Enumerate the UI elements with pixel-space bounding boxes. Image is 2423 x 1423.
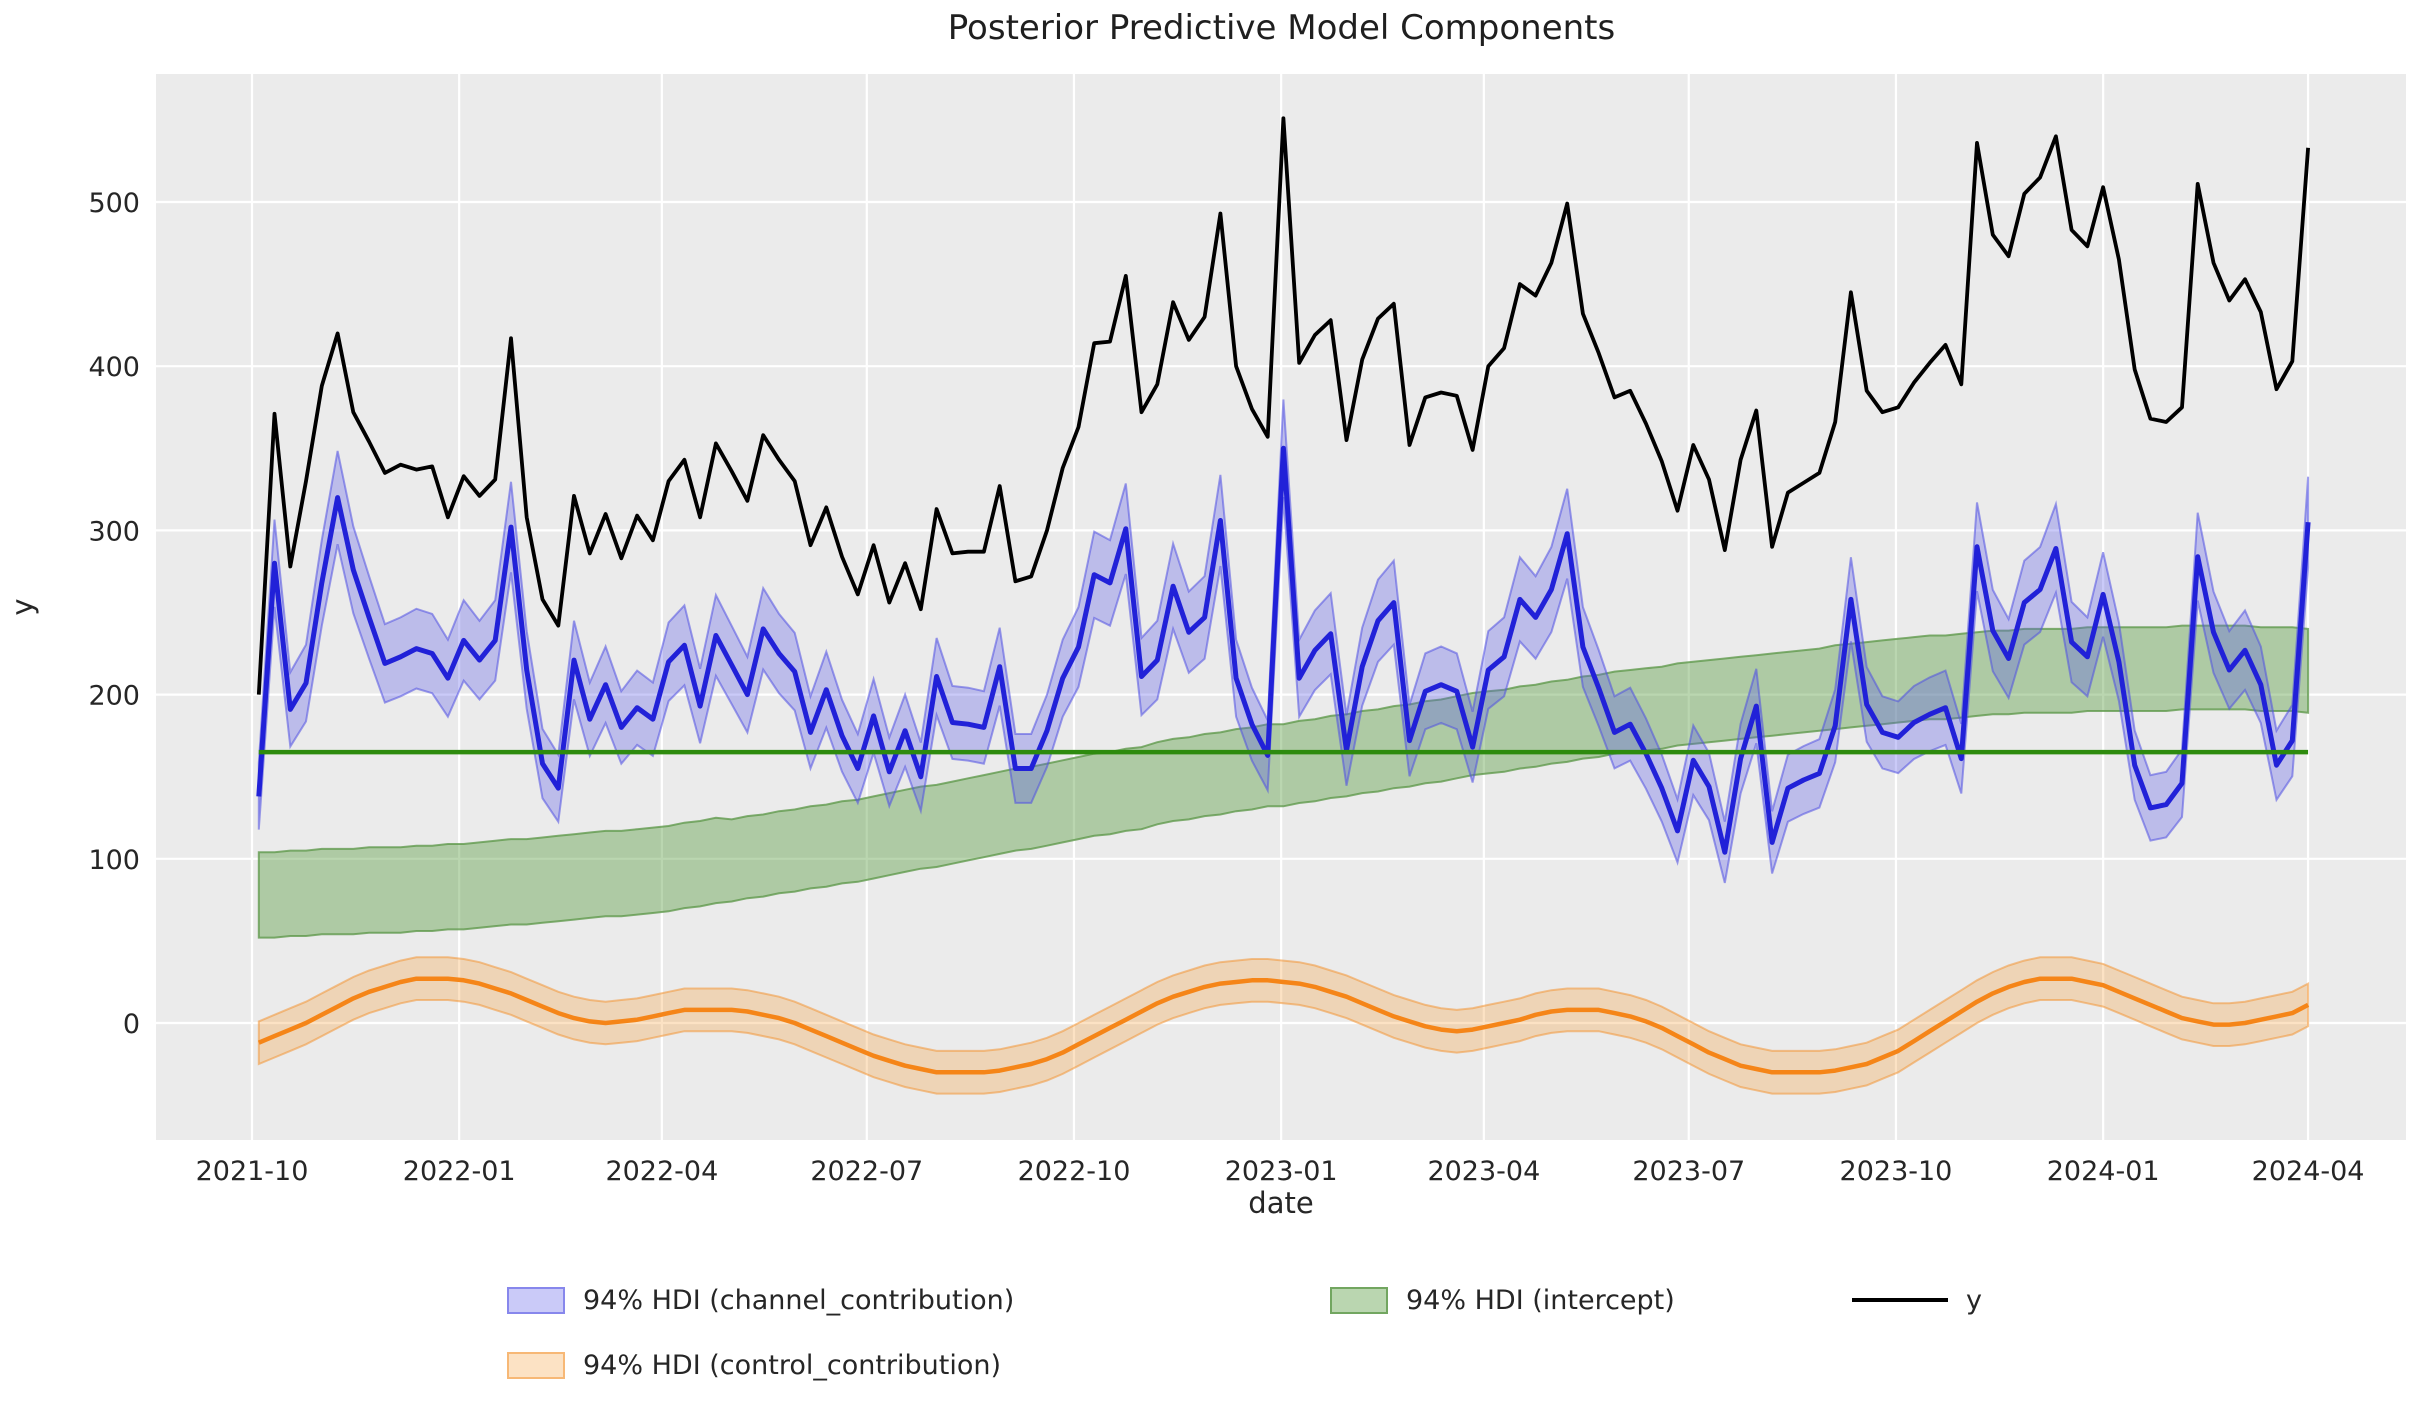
y-tick-label: 200 [88, 681, 140, 712]
legend-label-y: y [1966, 1284, 1982, 1316]
legend-item-channel: 94% HDI (channel_contribution) [507, 1283, 1014, 1317]
channel-mean-line [256, 445, 2311, 855]
legend-label-channel: 94% HDI (channel_contribution) [583, 1284, 1015, 1316]
y-line-sample [1852, 1298, 1948, 1302]
y-axis-label: y [5, 598, 40, 616]
legend-label-control: 94% HDI (control_contribution) [583, 1349, 1002, 1381]
channel-hdi-band [257, 399, 2310, 884]
y-tick-label: 500 [88, 188, 140, 219]
y-tick-label: 300 [88, 516, 140, 547]
legend-item-intercept: 94% HDI (intercept) [1330, 1283, 1675, 1317]
y-tick-label: 400 [88, 352, 140, 383]
x-tick-label: 2022-10 [1018, 1156, 1131, 1187]
legend-item-y: y [1852, 1283, 1982, 1317]
control-hdi-swatch [507, 1351, 565, 1379]
control-hdi-band [257, 956, 2310, 1095]
x-tick-label: 2023-04 [1427, 1156, 1540, 1187]
x-tick-label: 2023-07 [1632, 1156, 1745, 1187]
y-tick-label: 0 [123, 1009, 140, 1040]
x-tick-label: 2021-10 [196, 1156, 309, 1187]
x-tick-label: 2022-07 [810, 1156, 923, 1187]
x-tick-label: 2023-01 [1225, 1156, 1338, 1187]
legend-item-control: 94% HDI (control_contribution) [507, 1348, 1001, 1382]
intercept-hdi-swatch [1330, 1286, 1388, 1314]
intercept-hdi-band [257, 624, 2310, 939]
x-tick-label: 2023-10 [1840, 1156, 1953, 1187]
tick-labels: 0 100 200 300 400 500 2021-10 2022-01 2022-04 202… [88, 188, 2364, 1187]
channel-hdi-swatch [507, 1286, 565, 1314]
y-tick-label: 100 [88, 845, 140, 876]
x-tick-label: 2024-01 [2047, 1156, 2160, 1187]
x-tick-label: 2022-01 [403, 1156, 516, 1187]
x-tick-label: 2024-04 [2252, 1156, 2365, 1187]
x-tick-label: 2022-04 [605, 1156, 718, 1187]
legend-label-intercept: 94% HDI (intercept) [1406, 1284, 1675, 1316]
chart-title: Posterior Predictive Model Components [947, 8, 1616, 48]
y-observed-line [256, 116, 2310, 695]
control-mean-line [257, 976, 2310, 1075]
x-axis-label: date [1248, 1186, 1314, 1220]
